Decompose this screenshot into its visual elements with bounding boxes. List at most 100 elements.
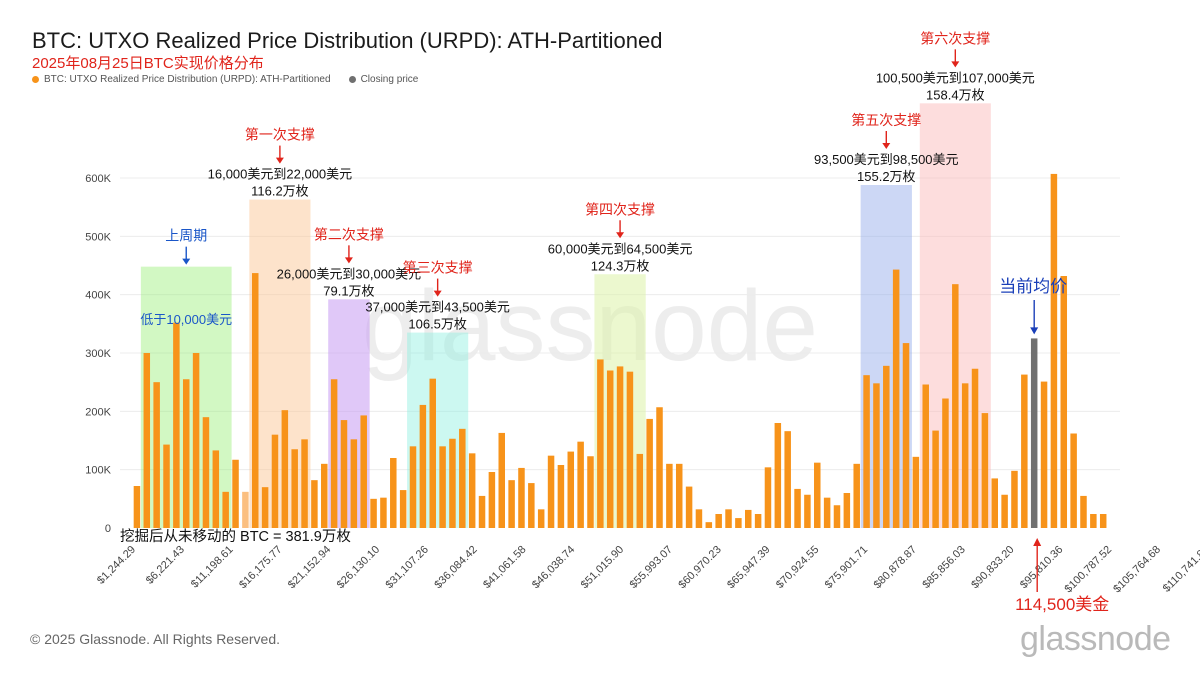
zone-callout-label: 第三次支撑	[403, 260, 473, 276]
bar	[261, 487, 269, 528]
zone-range-label: 60,000美元到64,500美元	[548, 241, 693, 256]
x-tick-label: $55,993.07	[628, 544, 675, 591]
bar	[823, 497, 831, 528]
bar	[942, 398, 949, 528]
x-tick-label: $36,084.42	[432, 544, 479, 591]
extra-annotations: 挖掘后从未移动的 BTC = 381.9万枚 当前均价 114,500美金	[120, 277, 1109, 614]
zone-callout-arrow-head	[951, 61, 960, 68]
zone-range-label: 37,000美元到43,500美元	[365, 300, 510, 315]
bar	[537, 509, 545, 528]
bar	[478, 495, 486, 528]
bars	[133, 173, 1107, 528]
chart-title: BTC: UTXO Realized Price Distribution (U…	[32, 28, 663, 53]
bar	[390, 458, 397, 528]
bar	[459, 428, 466, 528]
bar	[192, 353, 200, 528]
bar	[409, 446, 417, 528]
bar	[232, 459, 239, 528]
legend-item-closing-price[interactable]: Closing price	[348, 74, 418, 85]
bar	[1090, 514, 1097, 528]
bar	[902, 343, 910, 528]
bar	[173, 322, 180, 528]
bar	[873, 383, 880, 528]
bar	[399, 490, 407, 528]
bar	[685, 486, 693, 528]
bar	[646, 418, 653, 528]
zone-callout-label: 第六次支撑	[920, 30, 990, 46]
x-tick-label: $6,221.43	[144, 544, 187, 587]
zone-callout-label: 上周期	[165, 228, 207, 244]
bar	[330, 379, 338, 528]
bar	[439, 446, 446, 528]
bar	[735, 518, 742, 528]
x-tick-label: $70,924.55	[774, 544, 821, 591]
legend-item-urpd[interactable]: BTC: UTXO Realized Price Distribution (U…	[32, 74, 331, 85]
bar	[833, 505, 841, 528]
bar	[991, 478, 998, 528]
zone-callout-arrow-head	[882, 143, 891, 149]
x-tick-label: $16,175.77	[237, 544, 284, 591]
support-zone-2	[249, 199, 311, 529]
unmoved-btc-note: 挖掘后从未移动的 BTC = 381.9万枚	[120, 528, 351, 545]
bar	[883, 365, 890, 528]
zone-callout-label: 第一次支撑	[245, 127, 315, 143]
zone-range-label: 116.2万枚	[251, 184, 309, 199]
x-tick-label: $51,015.90	[579, 544, 626, 591]
bar	[567, 451, 575, 528]
bar	[1080, 495, 1087, 528]
bar	[143, 353, 151, 528]
bar	[774, 423, 782, 528]
bar	[1099, 514, 1107, 528]
bar	[547, 455, 555, 528]
bar	[863, 375, 870, 528]
bar	[340, 420, 348, 528]
bar	[892, 269, 900, 528]
bar	[163, 444, 170, 528]
x-tick-label: $31,107.26	[384, 544, 431, 591]
bar	[518, 467, 525, 528]
bar	[656, 407, 663, 528]
bar	[212, 450, 220, 528]
zone-callout-arrow-head	[433, 290, 442, 297]
x-tick-label: $90,833.20	[969, 544, 1016, 591]
brand-logo: glassnode	[1020, 620, 1171, 658]
bar	[242, 491, 249, 528]
bar	[725, 509, 732, 528]
bar	[695, 509, 703, 528]
bar	[961, 383, 969, 528]
x-axis-labels: $1,244.29 $6,221.43 $11,198.61 $16,175.77 $2…	[95, 544, 1200, 596]
x-tick-label: $100,787.52	[1063, 544, 1115, 596]
zone-callout-arrow-head	[275, 157, 284, 164]
bar	[912, 456, 920, 528]
x-tick-label: $65,947.39	[725, 544, 772, 591]
bar	[252, 273, 259, 528]
x-tick-label: $60,970.23	[676, 544, 723, 591]
bar	[271, 434, 279, 528]
bar	[498, 432, 505, 528]
y-tick-label: 400K	[85, 290, 111, 302]
x-tick-label: $1,244.29	[95, 544, 138, 587]
bar	[981, 413, 989, 528]
bar	[666, 463, 673, 528]
bar	[1070, 433, 1077, 528]
bar	[508, 480, 515, 528]
zone-range-label: 155.2万枚	[857, 169, 916, 184]
bar	[222, 491, 229, 528]
x-tick-label: $11,198.61	[189, 544, 236, 591]
x-tick-label: $95,810.36	[1018, 544, 1065, 591]
bar	[804, 494, 811, 528]
bar	[971, 368, 979, 528]
bar	[528, 483, 535, 528]
bar	[814, 462, 821, 528]
legend-dot-closing-price	[348, 76, 356, 83]
x-tick-label: $46,038.74	[530, 544, 577, 591]
bar	[301, 439, 308, 528]
current-price-label: 114,500美金	[1015, 595, 1109, 614]
bar	[705, 522, 713, 528]
bar	[380, 497, 387, 528]
bar	[1011, 470, 1018, 528]
legend-dot-urpd	[32, 76, 39, 83]
bar	[922, 384, 929, 528]
bar	[311, 480, 318, 528]
